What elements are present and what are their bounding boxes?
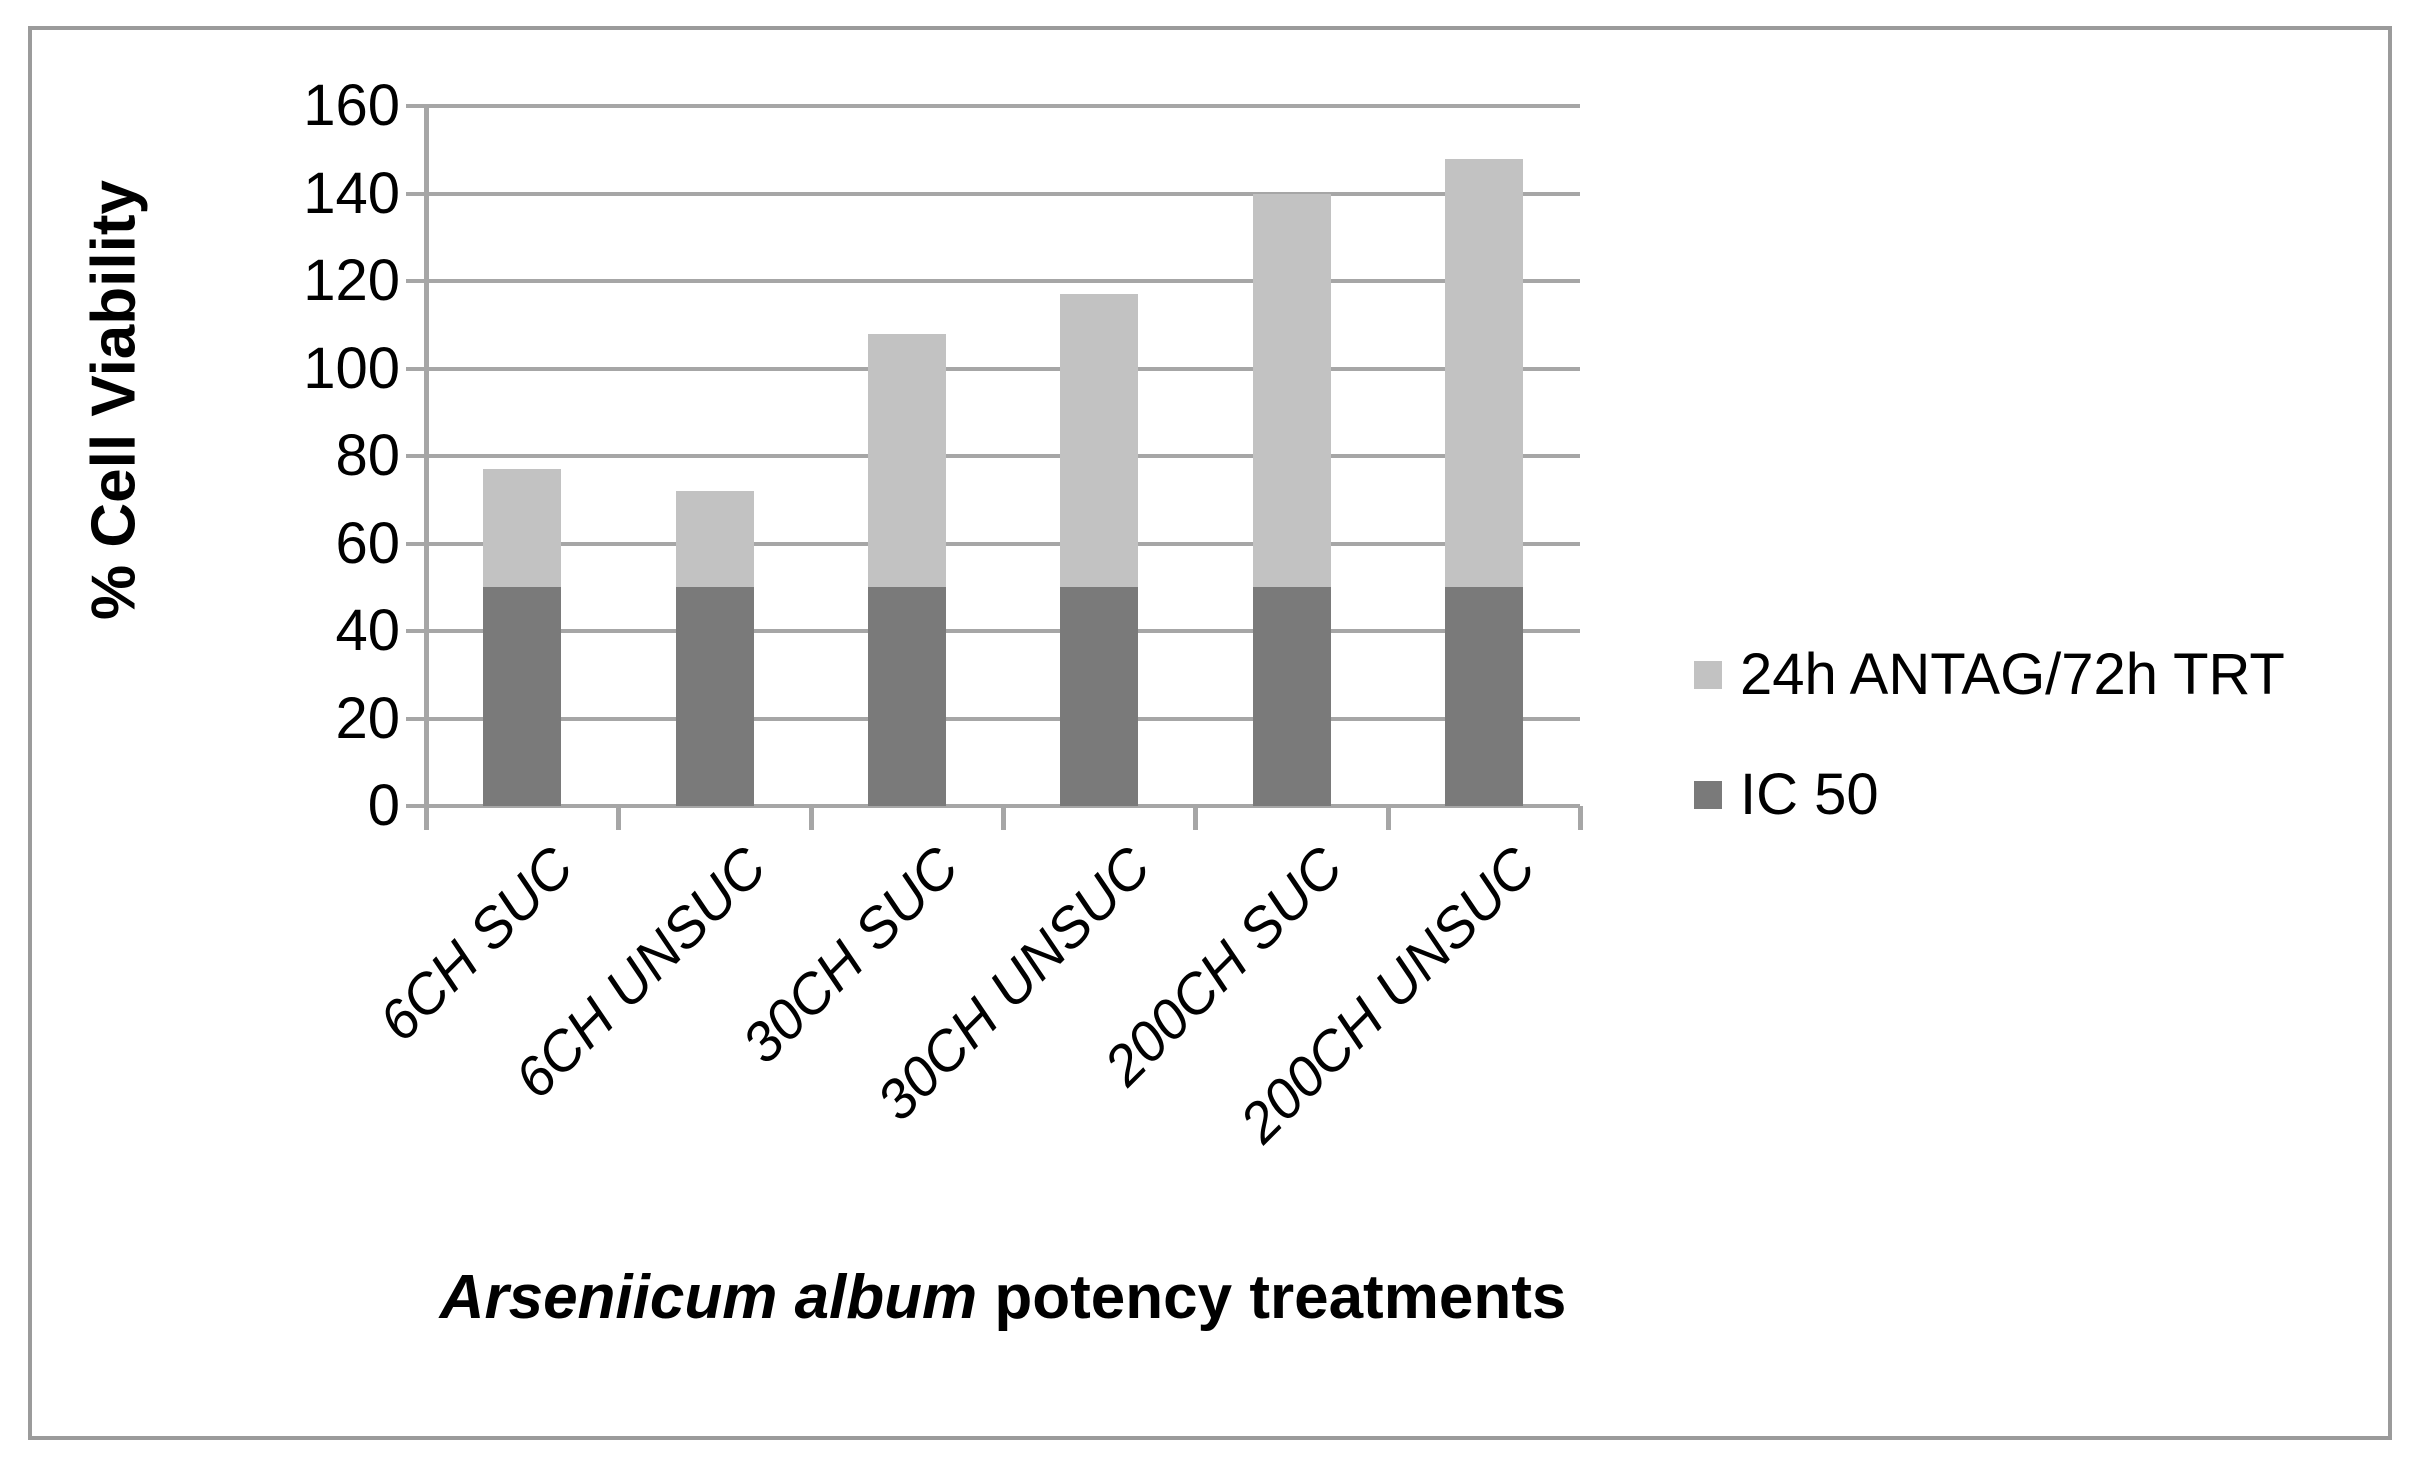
legend: 24h ANTAG/72h TRT IC 50 — [1694, 645, 2285, 885]
x-tick — [808, 806, 814, 830]
y-tick-label: 120 — [303, 248, 400, 313]
gridline-160 — [406, 104, 1580, 108]
legend-swatch-antag — [1694, 661, 1722, 689]
y-tick-label: 20 — [335, 685, 400, 751]
bar-segment-antag — [483, 469, 562, 588]
legend-swatch-ic50 — [1694, 781, 1722, 809]
gridline-0 — [406, 804, 1580, 808]
y-tick-label: 100 — [303, 335, 400, 401]
y-tick-label: 60 — [335, 510, 400, 576]
gridline-120 — [406, 279, 1580, 283]
x-axis-title: Arseniicum album potency treatments — [440, 1262, 1567, 1333]
legend-label-antag: 24h ANTAG/72h TRT — [1740, 642, 2285, 707]
bar-segment-antag — [867, 333, 946, 588]
bar-segment-ic50 — [1444, 587, 1523, 806]
bar-segment-ic50 — [867, 587, 946, 806]
y-tick-label: 0 — [367, 773, 400, 838]
gridline-20 — [406, 716, 1580, 721]
x-axis-title-italic: Arseniicum album — [439, 1263, 978, 1332]
bar-segment-ic50 — [483, 587, 562, 806]
bar-segment-antag — [1060, 294, 1139, 588]
x-tick — [1385, 806, 1391, 830]
gridline-40 — [406, 629, 1580, 633]
x-tick — [616, 806, 622, 830]
y-tick-label: 160 — [303, 73, 400, 138]
y-tick-label: 40 — [335, 598, 400, 663]
gridline-60 — [406, 541, 1580, 546]
x-tick — [424, 806, 429, 830]
x-tick — [1578, 806, 1583, 830]
gridline-140 — [406, 191, 1580, 196]
y-axis-line — [424, 104, 429, 830]
y-tick-label: 140 — [303, 160, 400, 226]
x-tick — [1001, 806, 1006, 830]
bar-segment-ic50 — [1060, 587, 1139, 806]
x-tick — [1193, 806, 1199, 830]
y-axis-title: % Cell Viability — [79, 180, 149, 620]
bar-segment-antag — [1444, 158, 1523, 588]
bar-segment-ic50 — [1252, 587, 1331, 806]
y-tick-label: 80 — [335, 423, 400, 488]
bar-segment-antag — [1252, 193, 1331, 588]
plot-area: 0 20 40 60 80 100 120 140 160 6CH SUC 6CH UNSUC 30C… — [303, 76, 1583, 1154]
bar-segment-ic50 — [675, 587, 754, 806]
bar-segment-antag — [675, 491, 754, 588]
x-axis-title-regular: potency treatments — [977, 1263, 1567, 1332]
chart-frame — [28, 26, 2392, 1440]
gridline-80 — [406, 454, 1580, 458]
legend-entry-antag: 24h ANTAG/72h TRT — [1694, 645, 2285, 705]
legend-entry-ic50: IC 50 — [1694, 765, 2285, 825]
gridline-100 — [406, 366, 1580, 371]
legend-label-ic50: IC 50 — [1740, 762, 1879, 827]
